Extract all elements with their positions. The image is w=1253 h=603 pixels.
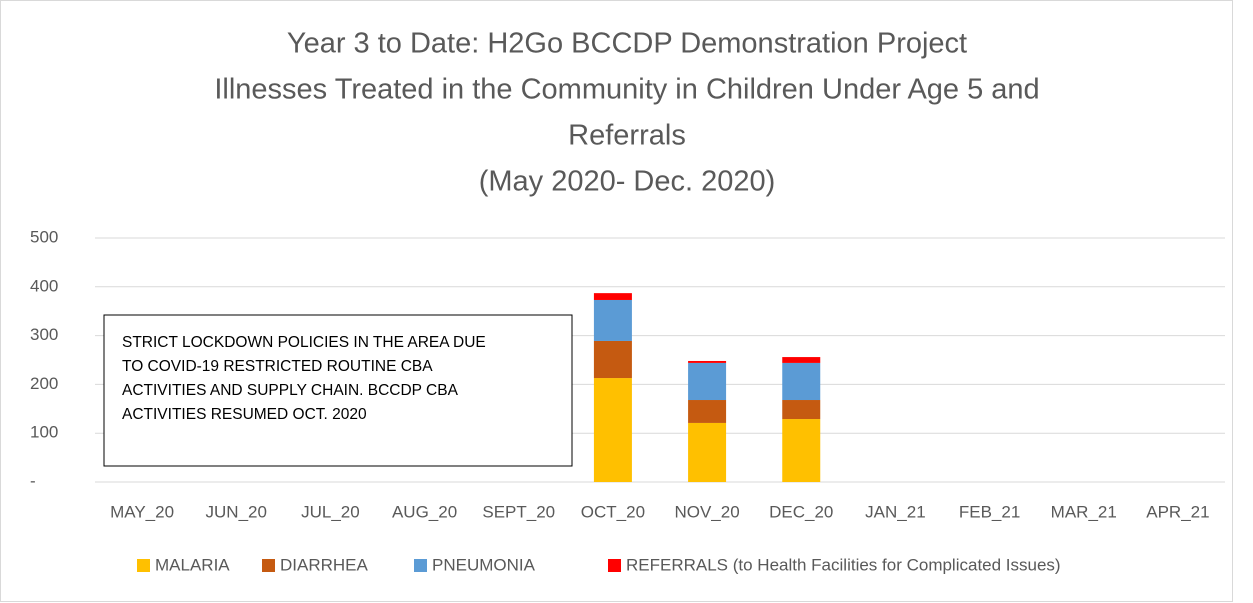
legend-swatch	[137, 559, 150, 572]
y-tick-label: -	[30, 471, 36, 490]
bar-segment	[688, 362, 727, 401]
x-tick-label: JAN_21	[865, 502, 925, 521]
bar-segment	[688, 400, 727, 423]
bar-segment	[593, 340, 632, 379]
annotation-box	[103, 314, 573, 467]
chart-title: (May 2020- Dec. 2020)	[479, 166, 776, 198]
y-tick-label: 200	[30, 374, 58, 393]
y-tick-label: 100	[30, 423, 58, 442]
legend-swatch	[262, 559, 275, 572]
y-tick-label: 500	[30, 227, 58, 246]
legend-label: PNEUMONIA	[432, 555, 536, 574]
annotation-text: ACTIVITIES AND SUPPLY CHAIN. BCCDP CBA	[122, 382, 459, 399]
chart-title: Year 3 to Date: H2Go BCCDP Demonstration…	[287, 28, 967, 60]
bar-segment	[782, 400, 821, 420]
legend-swatch	[414, 559, 427, 572]
bar-segment	[782, 362, 821, 401]
legend-label: REFERRALS (to Health Facilities for Comp…	[626, 555, 1061, 574]
x-tick-label: MAR_21	[1051, 502, 1117, 521]
bar-segment	[782, 357, 821, 363]
chart-title: Referrals	[568, 120, 686, 152]
x-tick-label: OCT_20	[581, 502, 645, 521]
bar-segment	[688, 360, 727, 363]
x-tick-label: AUG_20	[392, 502, 457, 521]
y-tick-label: 300	[30, 325, 58, 344]
x-tick-label: APR_21	[1146, 502, 1209, 521]
bar-segment	[593, 293, 632, 300]
x-tick-label: NOV_20	[674, 502, 739, 521]
y-tick-label: 400	[30, 276, 58, 295]
annotation-text: ACTIVITIES RESUMED OCT. 2020	[122, 406, 367, 423]
x-tick-label: FEB_21	[959, 502, 1020, 521]
x-tick-label: JUL_20	[301, 502, 360, 521]
bar-segment	[593, 299, 632, 341]
x-tick-label: MAY_20	[110, 502, 174, 521]
annotation-text: STRICT LOCKDOWN POLICIES IN THE AREA DUE	[122, 334, 486, 351]
legend-label: DIARRHEA	[280, 555, 369, 574]
bar-segment	[688, 422, 727, 482]
legend-swatch	[608, 559, 621, 572]
chart-title: Illnesses Treated in the Community in Ch…	[214, 74, 1039, 106]
x-tick-label: JUN_20	[206, 502, 267, 521]
x-tick-label: SEPT_20	[482, 502, 555, 521]
legend-label: MALARIA	[155, 555, 230, 574]
bar-segment	[782, 419, 821, 482]
bar-segment	[593, 378, 632, 482]
x-tick-label: DEC_20	[769, 502, 833, 521]
annotation-text: TO COVID-19 RESTRICTED ROUTINE CBA	[122, 358, 433, 375]
